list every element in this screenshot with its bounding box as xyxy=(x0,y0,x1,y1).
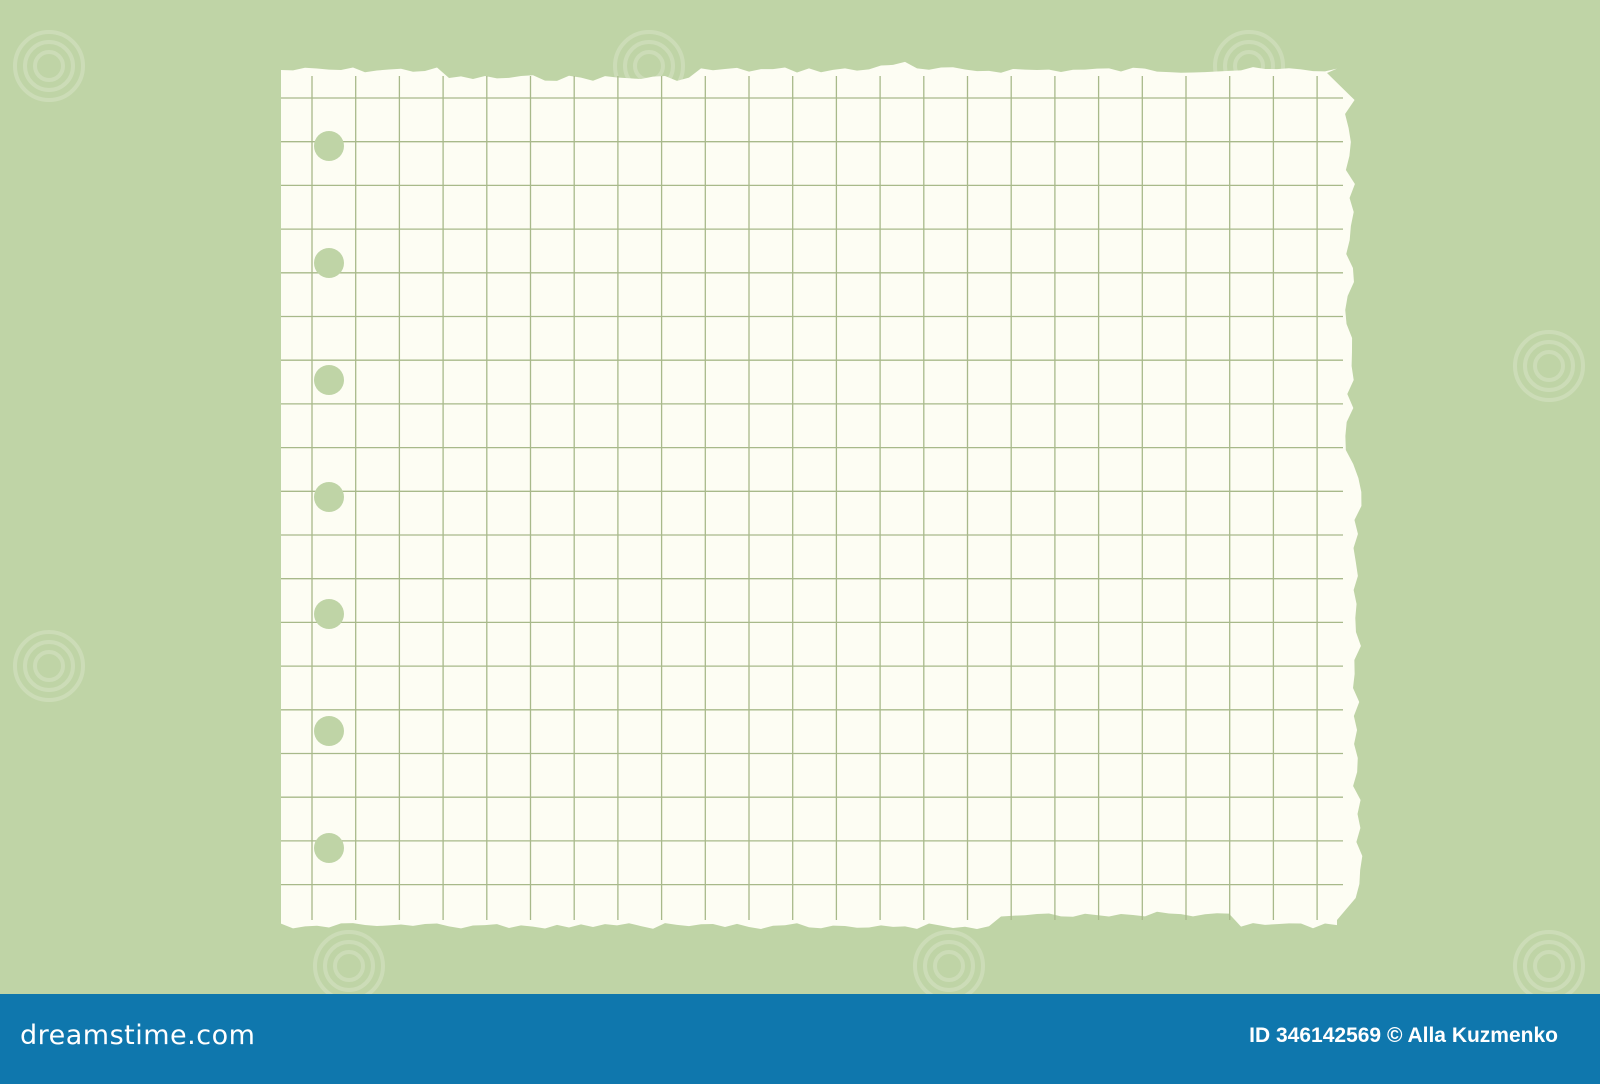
punch-hole xyxy=(314,131,344,161)
watermark-spiral-icon xyxy=(1533,950,1565,982)
punch-hole xyxy=(314,716,344,746)
footer-bar: dreamstime.com ID 346142569 © Alla Kuzme… xyxy=(0,994,1600,1084)
watermark-spiral-icon xyxy=(633,50,665,82)
watermark-spiral-icon xyxy=(933,950,965,982)
watermark-spiral-icon xyxy=(1523,940,1575,992)
watermark-spiral-icon xyxy=(23,640,75,692)
watermark-spiral-icon xyxy=(323,940,375,992)
image-credit: ID 346142569 © Alla Kuzmenko xyxy=(1249,1024,1558,1047)
watermark-spiral-icon xyxy=(1533,350,1565,382)
watermark-spiral-icon xyxy=(13,30,85,102)
watermark-spiral-icon xyxy=(913,930,985,994)
brand-logo: dreamstime.com xyxy=(20,1020,256,1051)
watermark-spiral-icon xyxy=(1523,340,1575,392)
punch-hole xyxy=(314,482,344,512)
watermark-spiral-icon xyxy=(33,650,65,682)
watermark-spiral-icon xyxy=(923,940,975,992)
punch-hole xyxy=(314,599,344,629)
watermark-spiral-icon xyxy=(1513,930,1585,994)
punch-hole xyxy=(314,248,344,278)
watermark-spiral-icon xyxy=(313,930,385,994)
watermark-spiral-icon xyxy=(333,950,365,982)
torn-paper-sheet xyxy=(281,61,1363,929)
punch-hole xyxy=(314,833,344,863)
watermark-spiral-icon xyxy=(23,40,75,92)
punch-holes xyxy=(314,131,344,863)
watermark-spiral-icon xyxy=(1513,330,1585,402)
watermark-spiral-icon xyxy=(13,630,85,702)
grid-lines xyxy=(281,76,1343,920)
watermark-spiral-icon xyxy=(33,50,65,82)
illustration xyxy=(13,30,1585,994)
punch-hole xyxy=(314,365,344,395)
